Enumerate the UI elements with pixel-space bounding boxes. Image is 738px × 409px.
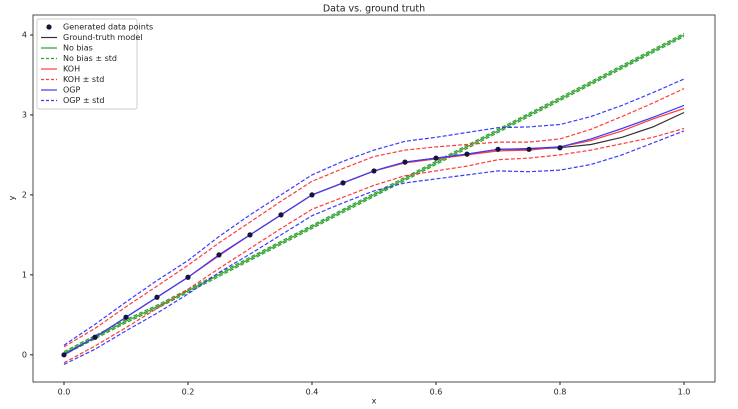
band-line: [63, 127, 685, 364]
data-point: [61, 352, 67, 358]
series-line: [63, 104, 685, 356]
band-line: [63, 78, 685, 346]
x-tick-label: 0.2: [182, 388, 195, 397]
data-point: [309, 192, 315, 198]
legend-box: [36, 18, 138, 110]
data-point: [371, 168, 377, 174]
band-line: [63, 32, 685, 353]
band-line: [63, 88, 685, 348]
data-point: [123, 314, 129, 320]
data-point: [495, 146, 501, 152]
y-tick-label: 3: [22, 110, 27, 119]
data-point: [464, 151, 470, 157]
series-line: [63, 111, 685, 356]
legend-marker: [46, 24, 52, 30]
x-tick-label: 0.0: [58, 388, 71, 397]
data-point: [185, 274, 191, 280]
data-point: [526, 146, 532, 152]
legend-label: KOH: [63, 65, 80, 74]
legend-label: OGP ± std: [63, 96, 105, 105]
x-tick-label: 1.0: [678, 388, 691, 397]
data-point: [340, 180, 346, 186]
x-tick-label: 0.6: [430, 388, 443, 397]
data-point: [92, 334, 98, 340]
data-point: [154, 294, 160, 300]
band-line: [63, 36, 685, 356]
data-point: [433, 155, 439, 161]
legend-label: Ground-truth model: [63, 33, 142, 42]
y-tick-label: 1: [22, 270, 27, 279]
series-line: [63, 107, 685, 356]
plot-frame: [32, 14, 716, 383]
data-point: [402, 159, 408, 165]
chart-title: Data vs. ground truth: [323, 4, 425, 15]
data-point: [247, 232, 253, 238]
legend-label: Generated data points: [63, 23, 153, 32]
y-axis-label: y: [8, 195, 17, 200]
data-point: [557, 145, 563, 151]
x-axis-label: x: [372, 397, 377, 406]
y-tick-label: 4: [22, 30, 27, 39]
y-tick-label: 0: [22, 350, 27, 359]
legend-label: No bias ± std: [63, 54, 117, 63]
legend-label: OGP: [63, 86, 80, 95]
data-point: [216, 252, 222, 258]
legend-label: No bias: [63, 44, 93, 53]
y-tick-label: 2: [22, 190, 27, 199]
data-point: [278, 212, 284, 218]
x-tick-label: 0.8: [554, 388, 567, 397]
legend-label: KOH ± std: [63, 75, 104, 84]
x-tick-label: 0.4: [306, 388, 319, 397]
band-line: [63, 130, 685, 365]
